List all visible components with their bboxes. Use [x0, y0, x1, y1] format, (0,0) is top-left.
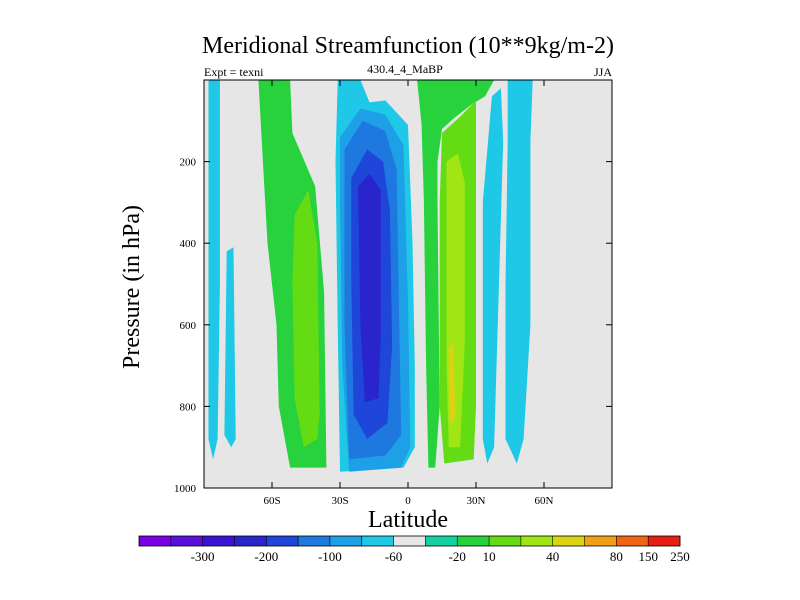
colorbar-bin	[361, 536, 394, 546]
subtitle-period: 430.4_4_MaBP	[367, 62, 443, 76]
colorbar-label: 150	[638, 549, 658, 564]
contour-far-south-cell-a	[208, 80, 220, 460]
contour-south-cell-mid	[292, 190, 320, 448]
colorbar-label: -300	[191, 549, 215, 564]
contour-north-cell-b	[482, 88, 504, 464]
x-tick-label: 0	[405, 495, 411, 507]
x-tick-label: 30S	[331, 495, 348, 507]
axis-ticks: 60S 30S 0 30N 60N 200 400 600 800 1000	[174, 80, 612, 507]
colorbar-bin	[298, 536, 331, 546]
contour-nh-cell-outer	[417, 80, 495, 468]
colorbar-bin	[393, 536, 426, 546]
y-tick-label: 800	[180, 401, 197, 413]
chart-title: Meridional Streamfunction (10**9kg/m-2)	[202, 33, 614, 59]
y-axis-label: Pressure (in hPa)	[119, 205, 145, 369]
colorbar-bin	[457, 536, 490, 546]
colorbar-bin	[552, 536, 585, 546]
subtitle-experiment: Expt = texni	[204, 65, 264, 79]
colorbar-bin	[616, 536, 649, 546]
y-tick-label: 600	[180, 320, 197, 332]
x-tick-label: 60N	[535, 495, 554, 507]
colorbar-label: 10	[483, 549, 496, 564]
y-tick-label: 1000	[174, 483, 197, 495]
colorbar-bin	[170, 536, 203, 546]
colorbar: -300 -200 -100 -60 -20 10 40 80 150 250	[138, 535, 690, 564]
y-tick-label: 200	[180, 157, 197, 169]
colorbar-label: 250	[670, 549, 690, 564]
colorbar-label: -60	[385, 549, 402, 564]
subtitle-season: JJA	[594, 65, 612, 79]
colorbar-frame	[138, 535, 681, 547]
contour-far-south-cell-b	[224, 247, 236, 448]
colorbar-bin	[139, 536, 172, 546]
colorbar-label: 40	[546, 549, 559, 564]
colorbar-bin	[329, 536, 363, 546]
x-tick-label: 30N	[467, 495, 486, 507]
colorbar-label: 80	[610, 549, 623, 564]
contour-sh-cell-300	[358, 173, 381, 403]
contour-north-cell-a	[505, 80, 533, 464]
colorbar-label: -20	[449, 549, 466, 564]
colorbar-bin	[584, 536, 617, 546]
colorbar-label: -100	[318, 549, 342, 564]
contour-nh-cell-core	[448, 341, 456, 427]
x-tick-label: 60S	[263, 495, 280, 507]
colorbar-label: -200	[254, 549, 278, 564]
contour-regions	[208, 80, 533, 472]
colorbar-bin	[266, 536, 299, 546]
y-tick-label: 400	[180, 238, 197, 250]
x-axis-label: Latitude	[368, 507, 448, 533]
colorbar-bin	[489, 536, 522, 546]
colorbar-bin	[234, 536, 267, 546]
colorbar-bin	[425, 536, 458, 546]
colorbar-bin	[520, 536, 553, 546]
colorbar-bin	[648, 536, 681, 546]
colorbar-bin	[202, 536, 235, 546]
